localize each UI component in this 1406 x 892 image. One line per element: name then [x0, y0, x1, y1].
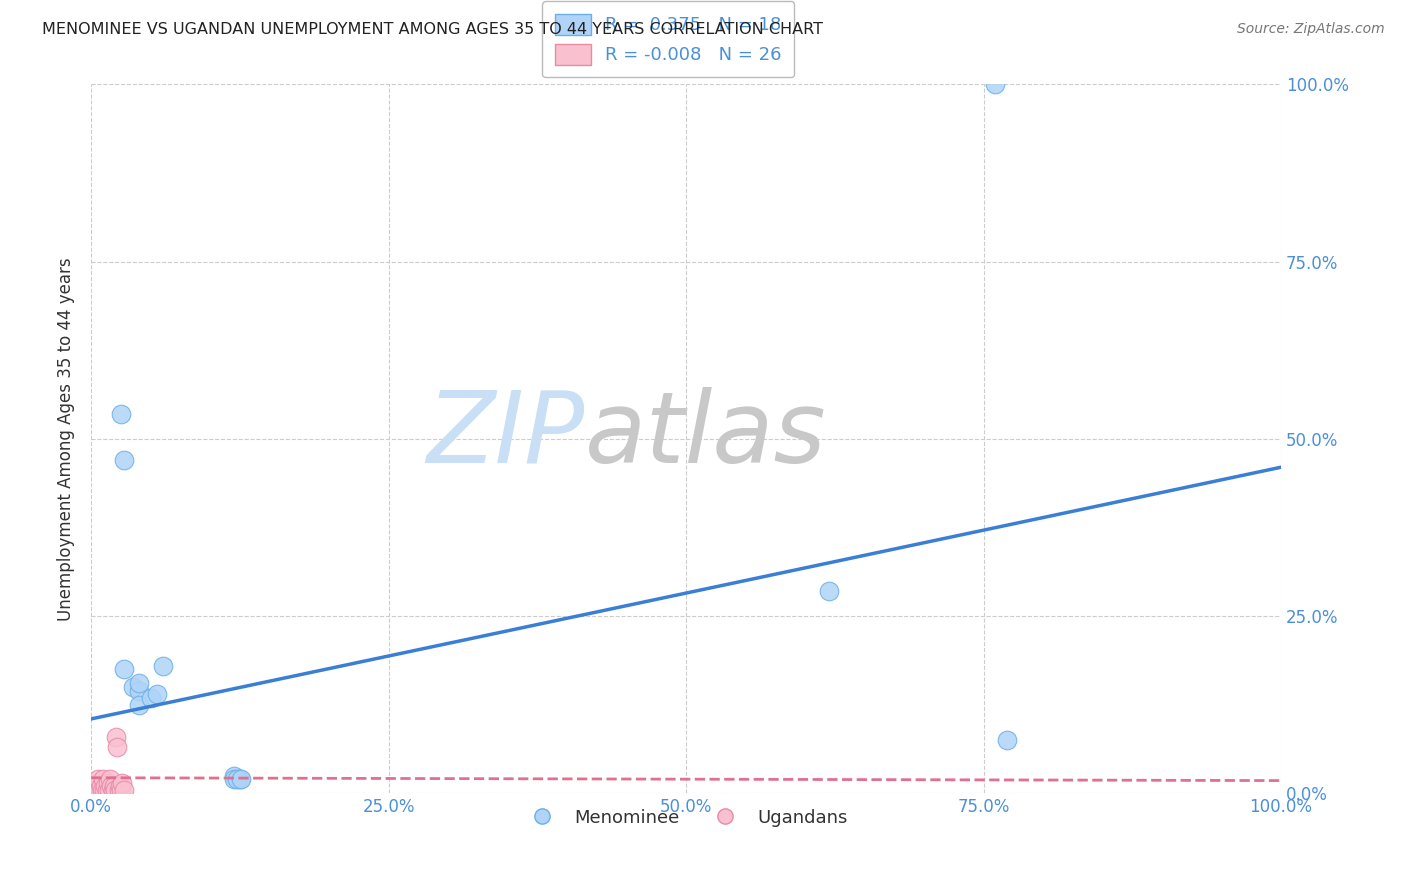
Point: [139, 690, 162, 705]
Point: [97, 775, 120, 789]
Point: [128, 676, 150, 690]
Point: [94, 779, 117, 793]
Point: [817, 584, 839, 599]
Point: [108, 779, 131, 793]
Point: [229, 772, 252, 787]
Point: [96, 782, 118, 797]
Point: [101, 782, 124, 797]
Point: [87, 772, 110, 787]
Point: [100, 779, 122, 793]
Point: [226, 772, 249, 787]
Point: [91, 772, 114, 787]
Text: MENOMINEE VS UGANDAN UNEMPLOYMENT AMONG AGES 35 TO 44 YEARS CORRELATION CHART: MENOMINEE VS UGANDAN UNEMPLOYMENT AMONG …: [42, 22, 823, 37]
Point: [105, 730, 128, 744]
Point: [229, 772, 252, 787]
Point: [84, 782, 107, 797]
Text: atlas: atlas: [585, 387, 827, 483]
Point: [98, 772, 121, 787]
Point: [995, 733, 1018, 747]
Point: [103, 779, 125, 793]
Point: [107, 782, 129, 797]
Point: [83, 779, 105, 793]
Point: [128, 698, 150, 712]
Point: [222, 769, 245, 783]
Point: [83, 782, 105, 797]
Point: [110, 407, 132, 421]
Point: [89, 782, 111, 797]
Point: [222, 772, 245, 787]
Point: [86, 775, 108, 789]
Point: [114, 453, 136, 467]
Y-axis label: Unemployment Among Ages 35 to 44 years: Unemployment Among Ages 35 to 44 years: [58, 257, 75, 621]
Point: [110, 782, 132, 797]
Point: [111, 775, 134, 789]
Point: [152, 658, 174, 673]
Text: ZIP: ZIP: [426, 387, 585, 483]
Point: [90, 782, 112, 797]
Point: [104, 782, 127, 797]
Point: [121, 680, 143, 694]
Legend: Menominee, Ugandans: Menominee, Ugandans: [517, 802, 855, 834]
Point: [114, 782, 136, 797]
Point: [114, 662, 136, 676]
Text: Source: ZipAtlas.com: Source: ZipAtlas.com: [1237, 22, 1385, 37]
Point: [145, 687, 167, 701]
Point: [984, 78, 1007, 92]
Point: [90, 779, 112, 793]
Point: [128, 683, 150, 698]
Point: [93, 782, 115, 797]
Point: [105, 740, 128, 755]
Point: [98, 782, 121, 797]
